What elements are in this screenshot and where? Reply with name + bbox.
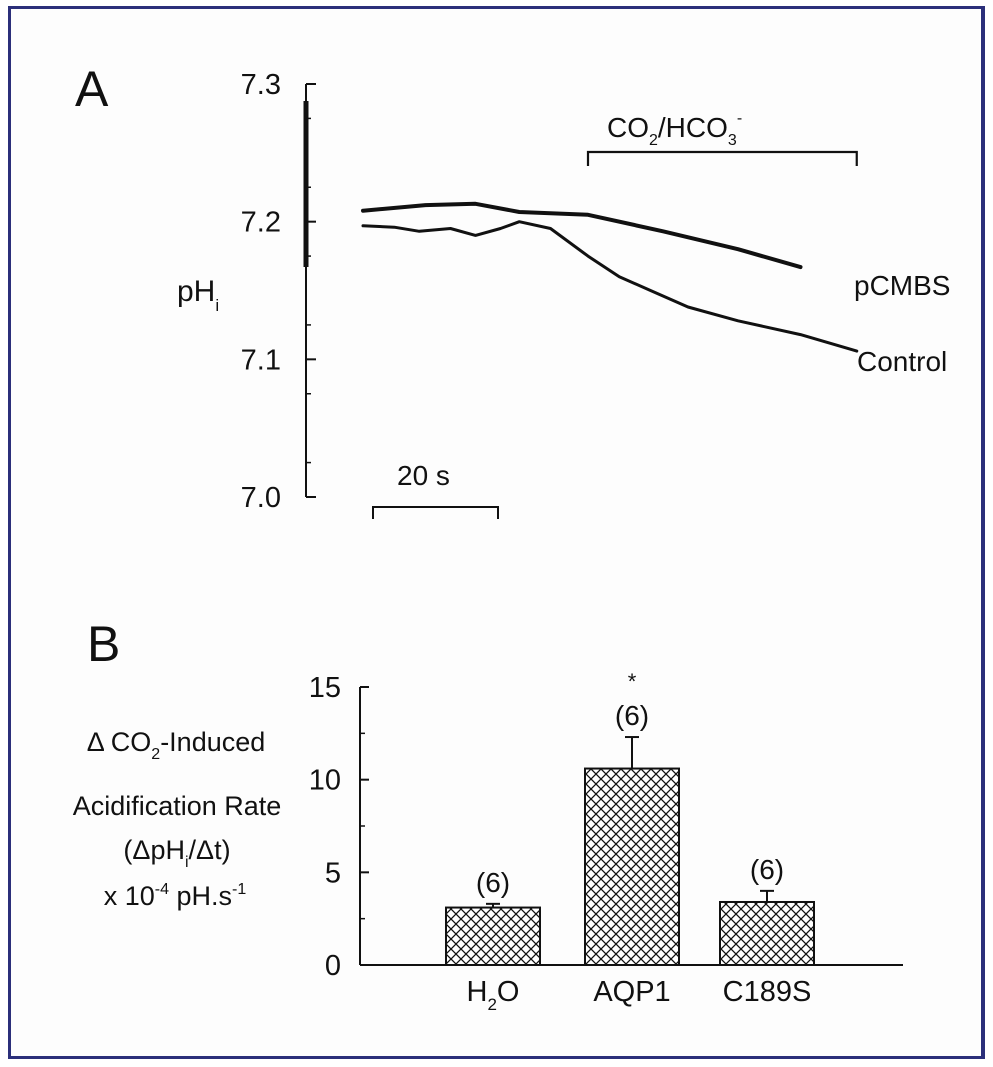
bar-aqp1 (584, 767, 680, 967)
panel-b-y-axis-label: Δ CO2-Induced Acidification Rate (ΔpHi/Δ… (73, 727, 282, 911)
series-line-control (361, 220, 859, 353)
significance-marker: * (628, 669, 637, 694)
n-label: (6) (476, 867, 510, 898)
panel-a-label: A (75, 61, 109, 117)
panel-b-y-tick-label: 10 (309, 765, 341, 797)
panel-a-line-chart: A 7.3 7.2 7.1 7.0 pHi CO2/HCO3- pCMBS Contro… (75, 61, 950, 519)
panel-a-y-tick-label: 7.2 (241, 207, 281, 239)
co2-treatment-bracket (586, 150, 858, 166)
figure-frame: A 7.3 7.2 7.1 7.0 pHi CO2/HCO3- pCMBS Contro… (8, 6, 985, 1059)
svg-text:x 10-4 pH.s-1: x 10-4 pH.s-1 (104, 881, 247, 911)
category-label: C189S (723, 976, 812, 1008)
panel-a-series-labels: pCMBS Control (854, 270, 950, 377)
svg-text:Δ CO2-Induced: Δ CO2-Induced (87, 727, 266, 763)
category-label: AQP1 (593, 976, 670, 1008)
panel-b-y-tick-label: 5 (325, 857, 341, 889)
series-label-pcmbs: pCMBS (854, 270, 950, 301)
svg-text:Acidification Rate: Acidification Rate (73, 791, 282, 821)
panel-b-label: B (87, 616, 120, 672)
panel-b-y-tick-label: 15 (309, 672, 341, 704)
time-scale-bar-line (372, 506, 499, 519)
panel-a-series (361, 201, 859, 353)
n-label: (6) (615, 700, 649, 731)
n-label: (6) (750, 854, 784, 885)
series-label-control: Control (857, 346, 947, 377)
panel-b-y-tick-labels: 15 10 5 0 (309, 672, 341, 982)
bar-h2o (445, 906, 541, 967)
panel-a-y-tick-label: 7.1 (241, 344, 281, 376)
time-scale-bar (372, 506, 499, 519)
panel-b-bars: (6) (6) * (6) (445, 669, 815, 967)
co2-treatment-bar (586, 150, 858, 166)
svg-text:(ΔpHi/Δt): (ΔpHi/Δt) (123, 835, 230, 871)
panel-a-y-tick-labels: 7.3 7.2 7.1 7.0 (241, 69, 281, 514)
series-line-pcmbs (361, 201, 803, 270)
panel-a-y-tick-label: 7.0 (241, 482, 281, 514)
category-label: H2O (467, 976, 520, 1014)
bar-c189s (719, 900, 815, 967)
co2-treatment-label: CO2/HCO3- (607, 110, 742, 149)
panel-b-category-labels: H2O AQP1 C189S (467, 976, 812, 1014)
panel-b-bar-chart: B Δ CO2-Induced Acidification Rate (ΔpHi… (73, 616, 903, 1014)
time-scale-bar-label: 20 s (397, 460, 450, 491)
panel-b-y-tick-label: 0 (325, 950, 341, 982)
panel-a-y-axis (303, 83, 316, 498)
panel-a-y-axis-label: pHi (177, 275, 219, 315)
panel-a-y-tick-label: 7.3 (241, 69, 281, 101)
